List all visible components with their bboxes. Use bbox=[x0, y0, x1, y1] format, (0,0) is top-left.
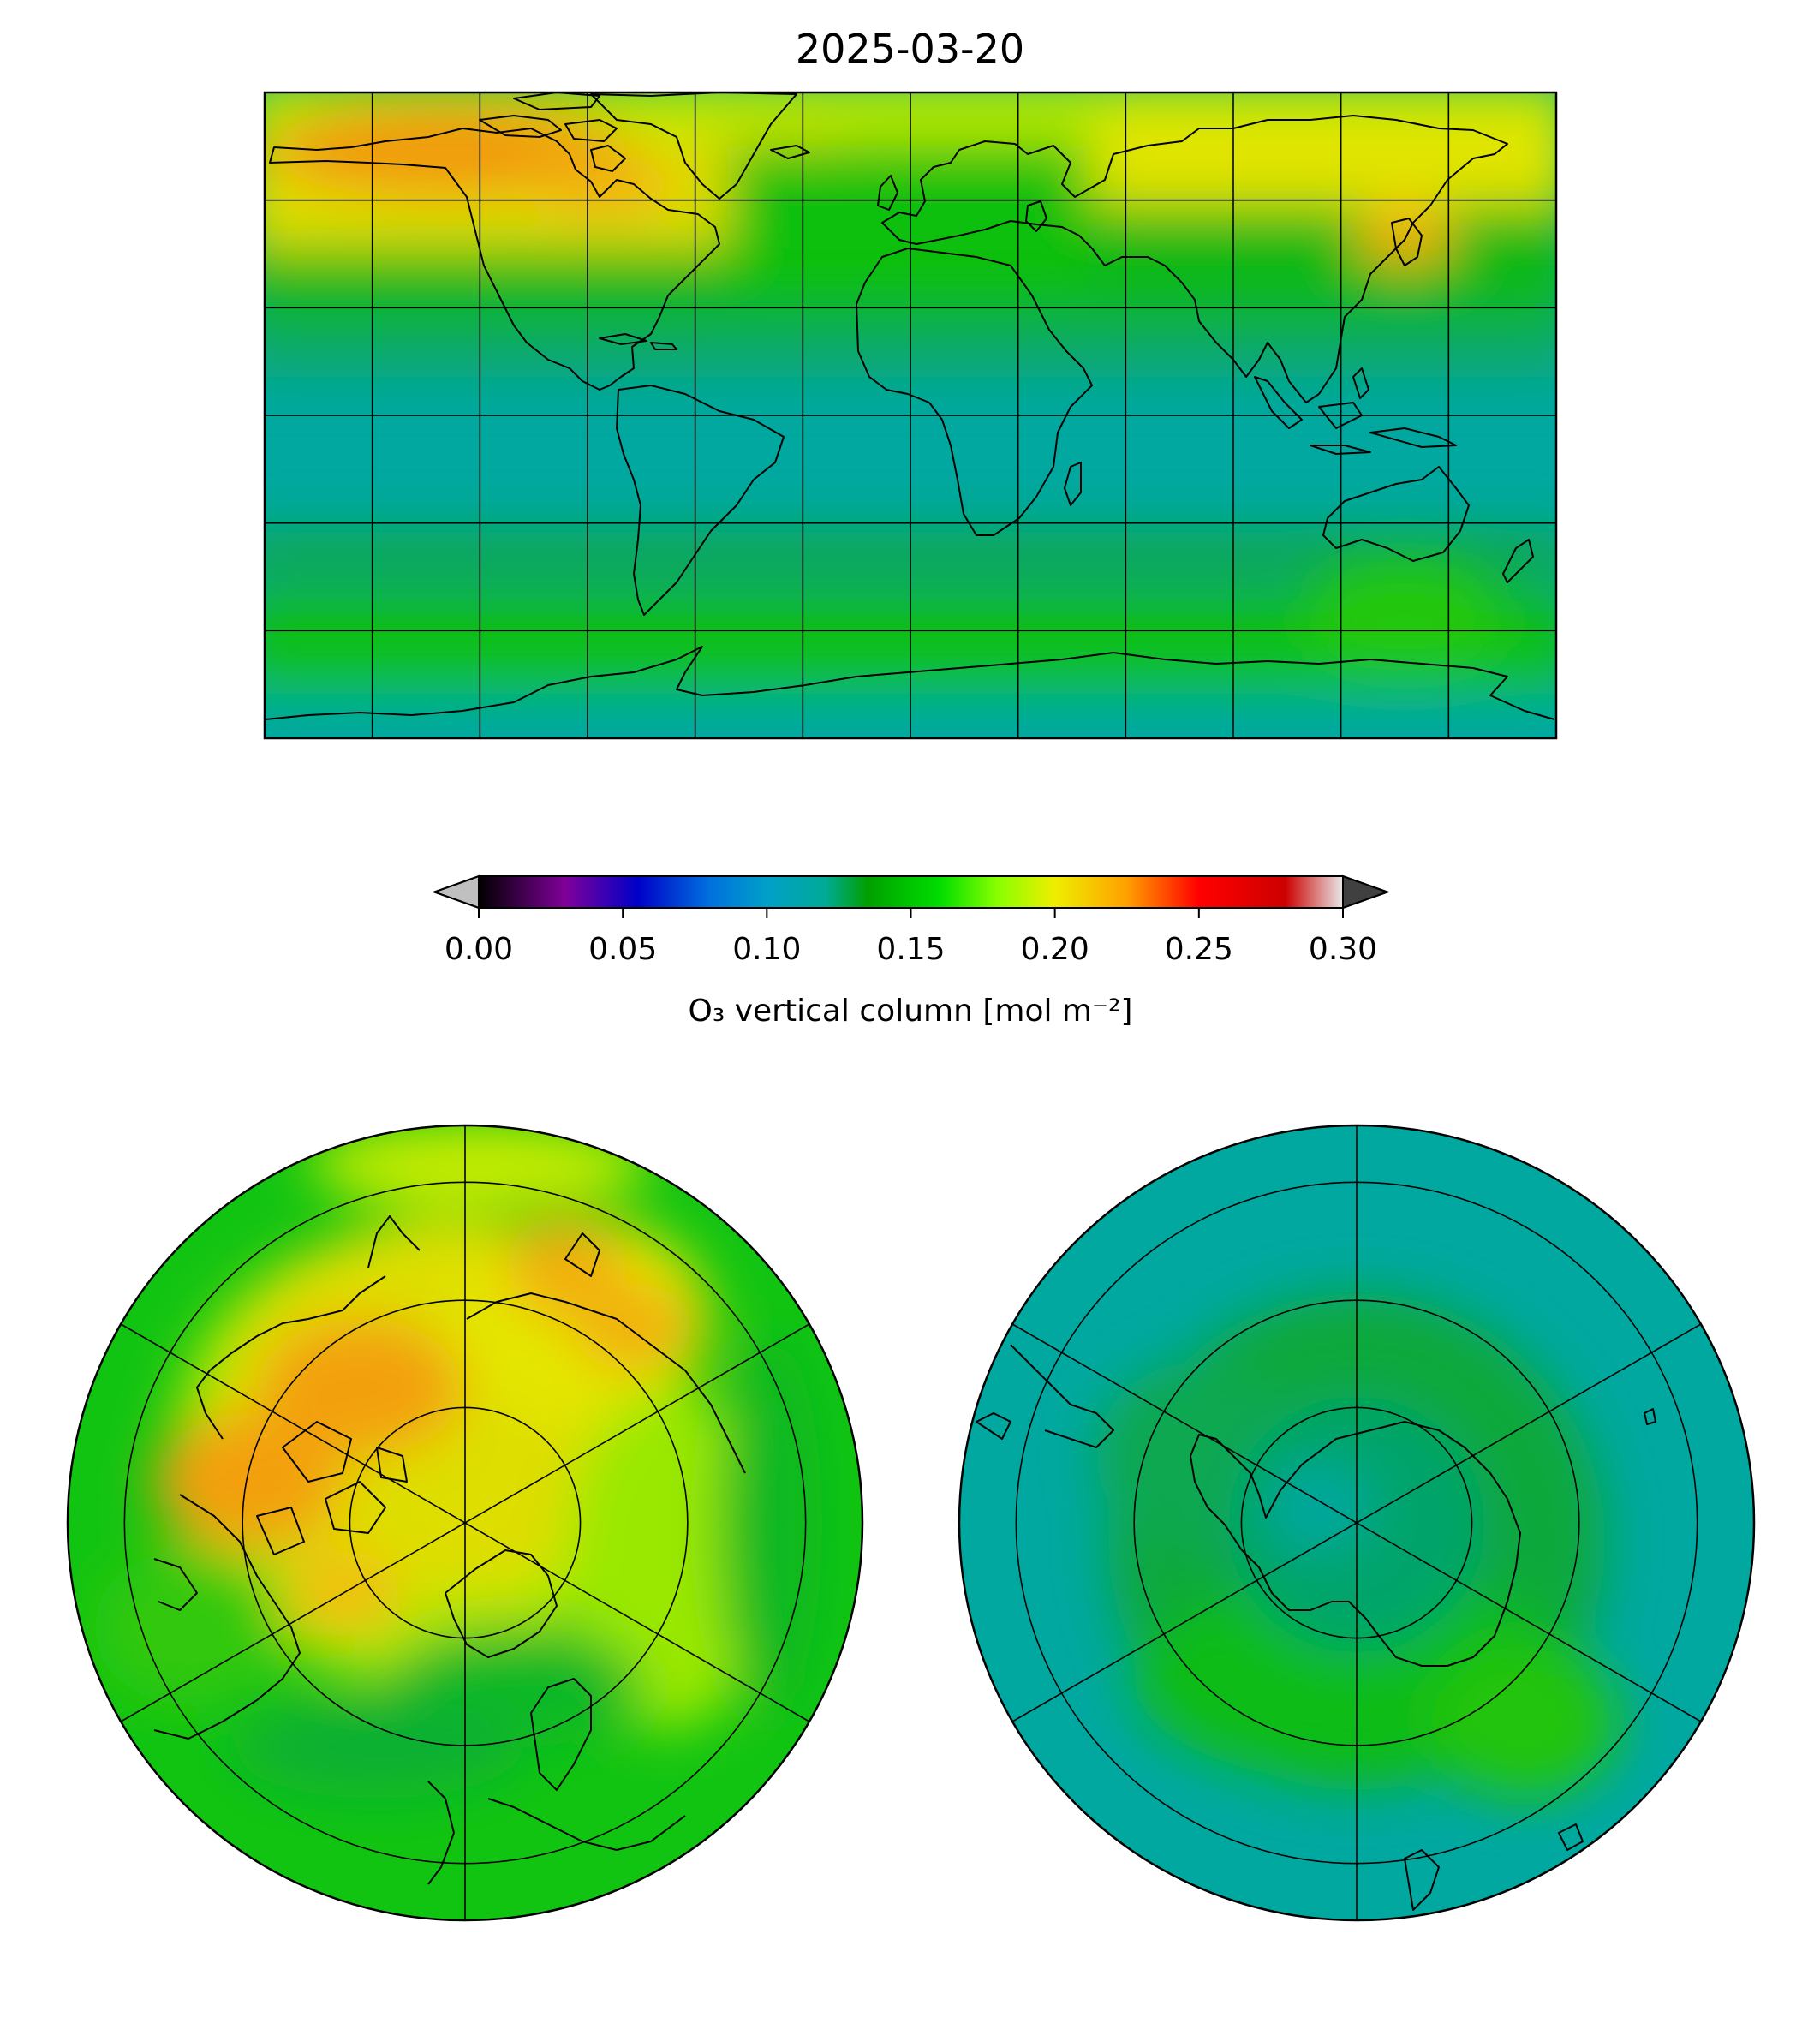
colorbar-tick-label: 0.10 bbox=[732, 932, 801, 967]
colorbar-ticks: 0.00 0.05 0.10 0.15 0.20 0.25 0.30 bbox=[445, 908, 1377, 967]
colorbar-tick-label: 0.05 bbox=[588, 932, 657, 967]
south-polar-gridlines bbox=[1011, 1125, 1702, 1920]
colorbar-tick-label: 0.15 bbox=[876, 932, 945, 967]
global-map-frame bbox=[263, 91, 1558, 740]
meridian-line bbox=[1011, 1323, 1702, 1722]
north-polar-coastlines bbox=[153, 1215, 746, 1885]
south-polar-map bbox=[958, 1124, 1756, 1922]
colorbar-gradient bbox=[479, 876, 1343, 908]
colorbar: 0.00 0.05 0.10 0.15 0.20 0.25 0.30 O₃ vertical… bbox=[432, 874, 1390, 1029]
colorbar-label: O₃ vertical column [mol m⁻²] bbox=[689, 994, 1133, 1029]
south-polar-frame bbox=[958, 1124, 1756, 1922]
colorbar-under-extension bbox=[432, 874, 480, 910]
colorbar-tick-label: 0.00 bbox=[445, 932, 513, 967]
page-title: 2025-03-20 bbox=[795, 26, 1025, 72]
north-polar-gridlines bbox=[120, 1125, 810, 1920]
global-map bbox=[263, 91, 1558, 740]
colorbar-tick-label: 0.30 bbox=[1309, 932, 1377, 967]
meridian-line bbox=[120, 1323, 810, 1722]
north-polar-frame bbox=[66, 1124, 864, 1922]
north-polar-map bbox=[66, 1124, 864, 1922]
colorbar-tick-label: 0.25 bbox=[1165, 932, 1233, 967]
colorbar-tick-label: 0.20 bbox=[1021, 932, 1089, 967]
colorbar-over-extension bbox=[1342, 874, 1390, 910]
